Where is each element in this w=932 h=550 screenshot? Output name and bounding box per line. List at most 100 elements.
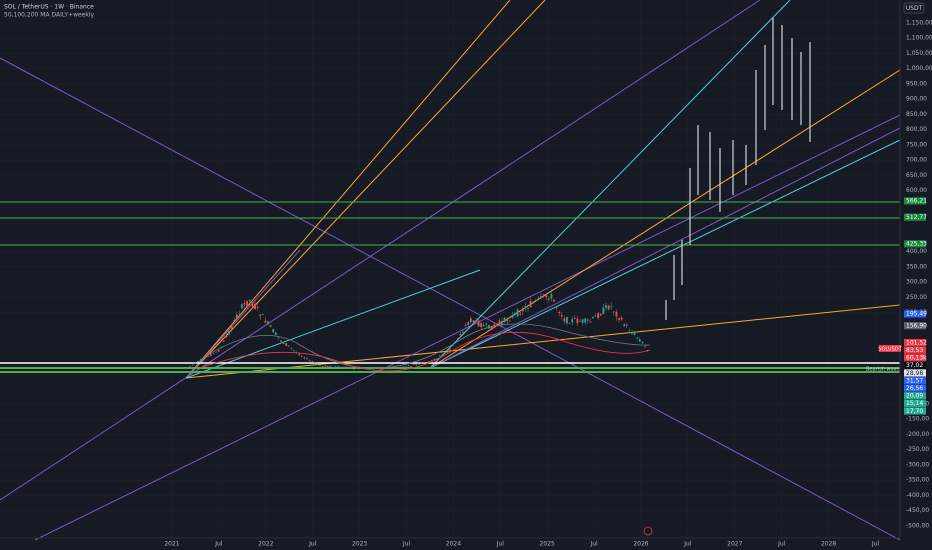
candle-body xyxy=(506,319,509,322)
price-tick-label: 1,000,00 xyxy=(906,65,932,72)
candle-body xyxy=(633,333,636,335)
candle-body xyxy=(365,367,368,369)
trend-lines xyxy=(0,0,901,541)
price-tag-box xyxy=(904,361,926,369)
price-tag-box xyxy=(904,354,926,362)
candle-body xyxy=(425,362,428,364)
candle-body xyxy=(625,324,628,326)
candle-body xyxy=(368,368,371,369)
candle-body xyxy=(202,358,204,359)
time-tick-label: Jul xyxy=(683,541,692,548)
grid xyxy=(0,0,900,538)
trend-line xyxy=(0,57,901,541)
price-tag-box xyxy=(904,338,926,347)
candle-body xyxy=(428,361,431,362)
candle-body xyxy=(220,347,223,348)
candle-body xyxy=(524,306,527,309)
candle-body xyxy=(194,363,197,364)
currency-box[interactable] xyxy=(903,2,925,14)
candle-body xyxy=(272,329,275,333)
candle-body xyxy=(204,356,207,358)
candle-body xyxy=(644,345,646,347)
candle-body xyxy=(547,298,550,300)
price-tag-label: 37,02 xyxy=(906,362,923,369)
candle-body xyxy=(550,294,553,299)
candle-body xyxy=(628,330,631,332)
candle-body xyxy=(446,352,449,353)
candle-body xyxy=(508,320,511,322)
candle-body xyxy=(581,319,584,323)
time-tick-label: 2027 xyxy=(727,541,742,548)
candle-body xyxy=(459,334,462,336)
candle-body xyxy=(293,350,295,351)
candle-body xyxy=(358,367,360,369)
candle-body xyxy=(498,320,501,324)
price-tick-label: -350,00 xyxy=(906,477,929,484)
candle-body xyxy=(501,320,503,325)
price-tick-label: 1,150,00 xyxy=(906,19,932,26)
candle-body xyxy=(477,320,480,327)
price-tag-box xyxy=(904,346,926,354)
candle-body xyxy=(490,326,493,330)
price-tag-label: 512,77 xyxy=(906,214,927,221)
candle-body xyxy=(592,317,594,319)
candle-body xyxy=(576,318,579,324)
candle-body xyxy=(248,299,251,301)
price-tick-label: 700,00 xyxy=(906,157,927,164)
candle-body xyxy=(449,348,451,350)
price-tag-label: 15,14 xyxy=(906,400,923,407)
candle-body xyxy=(225,335,228,337)
candle-body xyxy=(251,302,254,307)
candle-body xyxy=(207,356,210,357)
candle-body xyxy=(532,302,535,304)
candle-body xyxy=(381,367,384,369)
indicator-label: 50,100,200 MA DAILY+weekly xyxy=(4,12,95,19)
trend-line xyxy=(429,127,901,369)
candle-body xyxy=(371,368,373,369)
candle-body xyxy=(217,350,220,352)
candle-body xyxy=(485,323,488,325)
price-tag-box xyxy=(904,376,926,385)
event-marker[interactable] xyxy=(643,526,653,536)
candle-body xyxy=(316,363,319,365)
price-tag-box xyxy=(904,213,926,221)
price-tick-label: 400,00 xyxy=(906,248,927,255)
candle-body xyxy=(269,325,272,327)
currency-label[interactable]: USDT xyxy=(906,5,923,12)
candle-body xyxy=(319,365,321,367)
time-tick-label: 2028 xyxy=(821,541,836,548)
price-tag-label: 17,70 xyxy=(906,408,923,415)
price-tag-box xyxy=(904,240,926,248)
candle-body xyxy=(410,366,412,367)
candle-body xyxy=(246,300,249,307)
price-tag-label: 20,09 xyxy=(906,393,923,400)
candle-body xyxy=(230,326,233,329)
price-tag-label: 101,52 xyxy=(906,339,927,346)
price-tag-box xyxy=(904,369,926,377)
candle-body xyxy=(313,362,316,363)
symbol-title: SOL / TetherUS · 1W · Binance xyxy=(4,4,94,11)
price-tick-label: -200,00 xyxy=(906,431,929,438)
price-tick-label: 1,100,00 xyxy=(906,35,932,42)
price-axis xyxy=(900,0,932,550)
candles xyxy=(189,289,649,371)
trend-line xyxy=(185,269,481,379)
price-tag-label: 31,57 xyxy=(906,377,923,384)
time-tick-label: Jul xyxy=(402,541,411,548)
candle-body xyxy=(529,301,532,308)
time-tick-label: Jul xyxy=(214,541,223,548)
symbol-tag: SOLUSDT xyxy=(878,346,902,352)
candle-body xyxy=(352,368,355,370)
price-tick-label: 300,00 xyxy=(906,279,927,286)
price-tag-box xyxy=(904,310,926,318)
candle-body xyxy=(412,364,415,365)
price-tick-label: -150,00 xyxy=(906,416,929,423)
candle-body xyxy=(423,362,425,363)
candle-body xyxy=(599,313,602,316)
candle-body xyxy=(555,307,558,308)
price-tick-label: 850,00 xyxy=(906,111,927,118)
price-tag-label: 156,90 xyxy=(906,322,927,329)
candle-body xyxy=(472,320,475,323)
candle-body xyxy=(638,339,641,342)
